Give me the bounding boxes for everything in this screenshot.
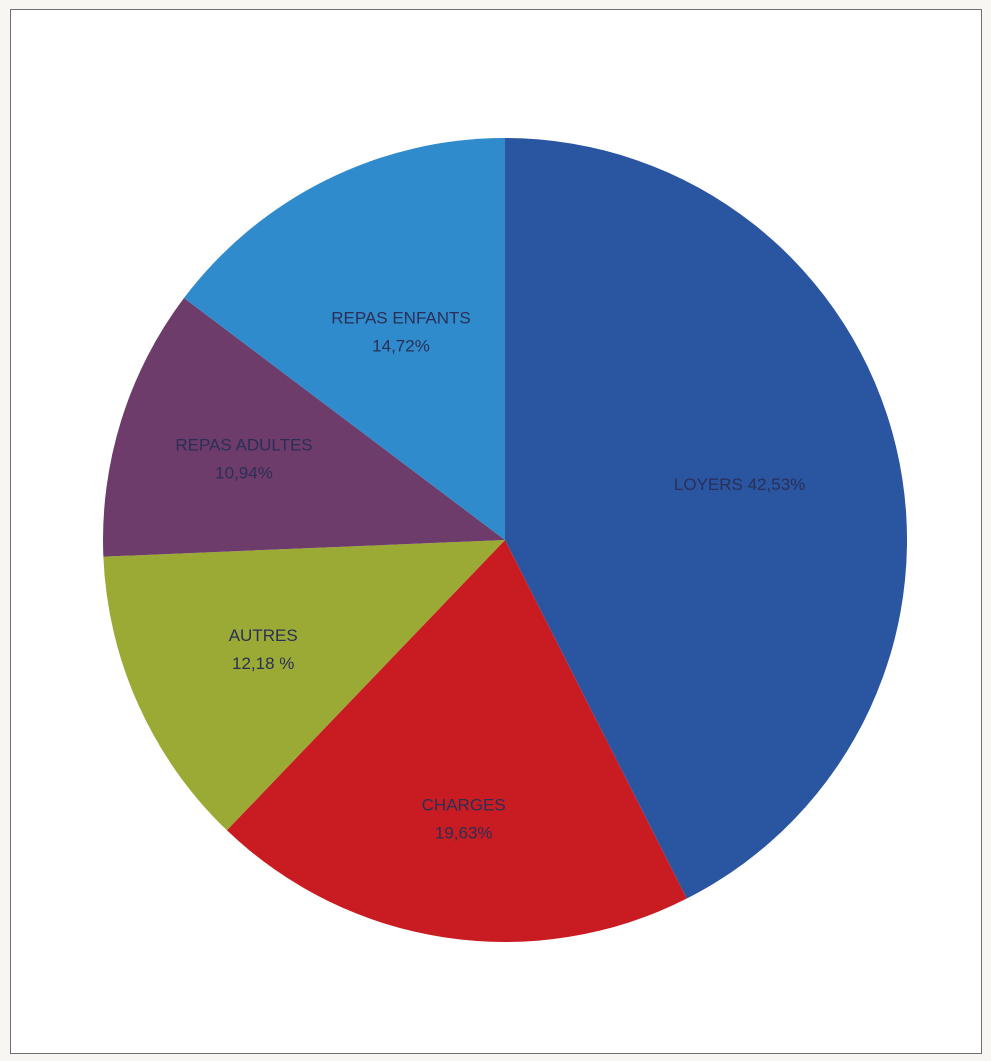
- pie-slice-autres: [103, 540, 505, 831]
- slice-label-line: 19,63%: [435, 823, 493, 842]
- slice-label-line: REPAS ADULTES: [175, 436, 312, 455]
- slice-label-repas-enfants: REPAS ENFANTS 14,72%: [331, 308, 471, 355]
- slice-label-line: LOYERS 42,53%: [674, 475, 805, 494]
- pie-slice-repas-enfants: [183, 138, 506, 540]
- slice-label-repas-adultes: REPAS ADULTES 10,94%: [175, 436, 312, 483]
- slice-label-line: AUTRES: [229, 626, 298, 645]
- pie-slice-repas-adultes: [103, 298, 505, 557]
- slice-label-autres: AUTRES 12,18 %: [229, 626, 298, 673]
- slice-label-charges: CHARGES 19,63%: [422, 795, 506, 842]
- pie-slice-charges: [226, 540, 687, 943]
- slice-label-line: 12,18 %: [232, 654, 294, 673]
- pie-labels: LOYERS 42,53% CHARGES 19,63% AUTRES 12,18 % R…: [175, 308, 805, 842]
- slice-label-line: REPAS ENFANTS: [331, 308, 471, 327]
- pie-slices: [103, 138, 908, 943]
- pie-slice-loyers: [505, 138, 908, 899]
- slice-label-line: 14,72%: [372, 336, 430, 355]
- slice-label-line: 10,94%: [215, 464, 273, 483]
- slice-label-loyers: LOYERS 42,53%: [674, 475, 805, 494]
- slice-label-line: CHARGES: [422, 795, 506, 814]
